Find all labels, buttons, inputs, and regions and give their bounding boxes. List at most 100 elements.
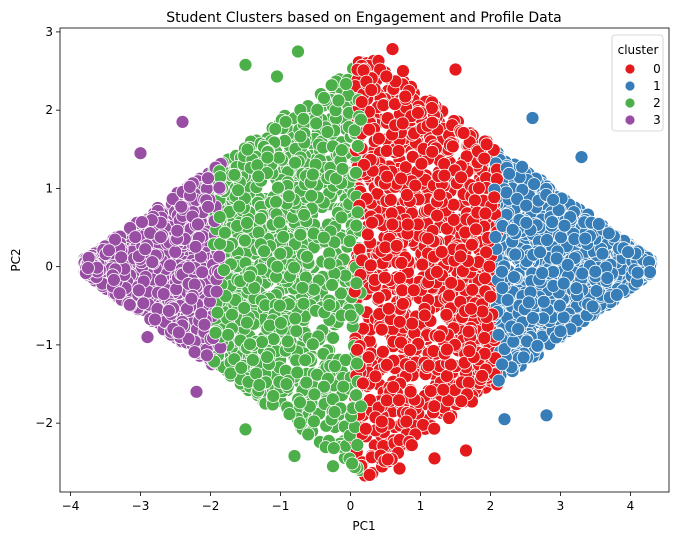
data-point-cluster-0 <box>415 257 430 272</box>
data-point-cluster-0 <box>404 438 419 453</box>
data-point-cluster-2 <box>245 353 260 367</box>
y-tick-label: −2 <box>35 416 53 430</box>
data-point-cluster-2 <box>266 389 281 403</box>
data-point-cluster-2 <box>304 188 319 203</box>
data-point-cluster-2 <box>300 249 314 264</box>
data-point-cluster-0 <box>395 296 410 311</box>
x-tick-label: −3 <box>132 499 150 513</box>
data-point-cluster-2 <box>288 155 303 170</box>
data-point-cluster-0 <box>477 151 492 166</box>
data-point-cluster-2 <box>251 225 266 240</box>
data-point-cluster-0 <box>392 393 406 408</box>
data-point-cluster-2 <box>336 379 351 394</box>
data-point-cluster-2 <box>273 315 288 330</box>
data-point-cluster-1 <box>556 276 571 291</box>
data-point-cluster-1 <box>525 111 540 125</box>
data-point-cluster-3 <box>108 232 122 247</box>
data-point-cluster-0 <box>392 461 407 476</box>
x-axis-label: PC1 <box>352 519 375 533</box>
data-point-cluster-0 <box>453 249 468 264</box>
data-point-cluster-3 <box>122 297 137 312</box>
data-point-cluster-2 <box>287 260 302 275</box>
data-point-cluster-0 <box>429 264 444 279</box>
data-point-cluster-0 <box>394 335 408 350</box>
data-point-cluster-0 <box>360 227 375 242</box>
data-point-cluster-2 <box>342 234 357 249</box>
data-point-cluster-1 <box>595 246 610 261</box>
data-point-cluster-1 <box>549 251 564 266</box>
data-point-cluster-0 <box>461 324 476 339</box>
data-point-cluster-0 <box>427 451 442 466</box>
data-point-cluster-2 <box>345 456 360 471</box>
x-tick-label: 1 <box>417 499 425 513</box>
data-point-cluster-2 <box>290 365 305 380</box>
points-layer <box>77 42 659 483</box>
data-point-cluster-0 <box>400 217 415 232</box>
data-point-cluster-2 <box>339 77 353 91</box>
data-point-cluster-0 <box>385 42 400 56</box>
data-point-cluster-1 <box>578 231 593 246</box>
data-point-cluster-0 <box>434 244 449 259</box>
data-point-cluster-0 <box>371 290 386 305</box>
data-point-cluster-2 <box>347 123 362 138</box>
data-point-cluster-2 <box>282 407 297 421</box>
data-point-cluster-3 <box>133 146 148 161</box>
data-point-cluster-0 <box>477 271 492 286</box>
data-point-cluster-3 <box>168 244 183 259</box>
data-point-cluster-0 <box>479 137 494 152</box>
data-point-cluster-0 <box>443 357 458 372</box>
data-point-cluster-2 <box>298 353 313 368</box>
data-point-cluster-0 <box>380 169 395 184</box>
data-point-cluster-2 <box>232 199 247 214</box>
data-point-cluster-2 <box>350 139 365 153</box>
data-point-cluster-2 <box>322 256 337 271</box>
data-point-cluster-0 <box>417 308 432 323</box>
data-point-cluster-2 <box>225 307 239 322</box>
data-point-cluster-0 <box>421 231 435 246</box>
legend-marker-cluster-3 <box>624 114 636 126</box>
data-point-cluster-0 <box>439 342 454 357</box>
data-point-cluster-2 <box>217 225 232 240</box>
data-point-cluster-0 <box>375 344 390 359</box>
data-point-cluster-0 <box>432 329 447 344</box>
data-point-cluster-0 <box>379 393 394 408</box>
y-tick-label: 0 <box>45 260 53 274</box>
data-point-cluster-3 <box>145 255 160 270</box>
data-point-cluster-2 <box>270 259 285 274</box>
data-point-cluster-2 <box>335 161 350 176</box>
data-point-cluster-0 <box>358 421 373 436</box>
data-point-cluster-0 <box>425 115 440 130</box>
data-point-cluster-3 <box>163 258 178 273</box>
data-point-cluster-0 <box>355 376 370 391</box>
data-point-cluster-2 <box>239 315 254 330</box>
data-point-cluster-3 <box>174 199 189 214</box>
data-point-cluster-2 <box>324 78 339 93</box>
data-point-cluster-2 <box>329 171 343 186</box>
data-point-cluster-3 <box>131 283 146 298</box>
data-point-cluster-0 <box>427 421 442 436</box>
data-point-cluster-2 <box>305 167 320 182</box>
data-point-cluster-2 <box>208 325 223 340</box>
data-point-cluster-3 <box>114 250 129 265</box>
data-point-cluster-1 <box>600 271 615 285</box>
x-tick-label: −1 <box>272 499 290 513</box>
data-point-cluster-1 <box>495 357 510 372</box>
data-point-cluster-2 <box>353 112 368 127</box>
data-point-cluster-1 <box>560 257 575 272</box>
data-point-cluster-3 <box>182 179 197 194</box>
data-point-cluster-0 <box>454 394 469 409</box>
data-point-cluster-2 <box>288 311 303 326</box>
data-point-cluster-0 <box>383 192 398 207</box>
data-point-cluster-3 <box>201 171 215 186</box>
data-point-cluster-3 <box>189 384 204 399</box>
data-point-cluster-2 <box>287 449 302 463</box>
data-point-cluster-2 <box>252 378 267 392</box>
legend-marker-cluster-1 <box>624 80 636 92</box>
data-point-cluster-0 <box>462 344 477 359</box>
data-point-cluster-2 <box>306 414 321 429</box>
data-point-cluster-0 <box>374 322 389 337</box>
data-point-cluster-0 <box>475 304 490 319</box>
data-point-cluster-3 <box>112 286 127 301</box>
data-point-cluster-3 <box>184 291 199 306</box>
data-point-cluster-2 <box>334 210 349 225</box>
